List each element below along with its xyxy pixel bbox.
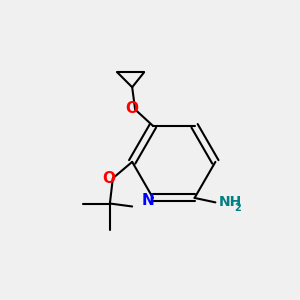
Text: O: O: [102, 171, 115, 186]
Text: NH: NH: [218, 195, 242, 209]
Text: 2: 2: [234, 203, 241, 213]
Text: N: N: [141, 193, 154, 208]
Text: O: O: [125, 100, 138, 116]
